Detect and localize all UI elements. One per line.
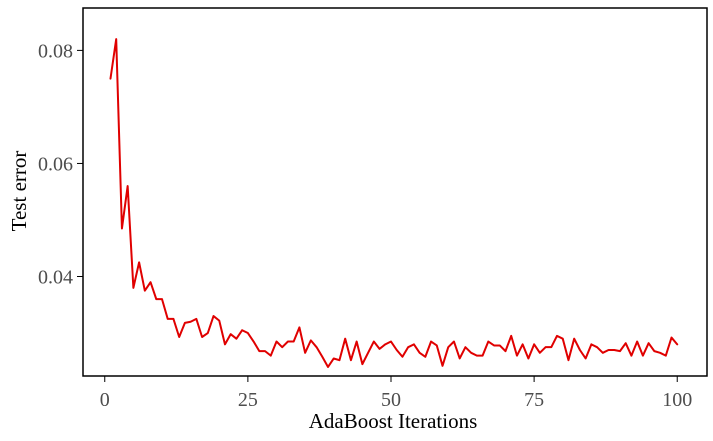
x-tick-label: 100 bbox=[662, 389, 692, 411]
x-axis: 0 25 50 75 100 bbox=[100, 376, 692, 411]
test-error-line bbox=[109, 38, 679, 368]
x-tick-label: 25 bbox=[238, 389, 258, 411]
x-tick-label: 50 bbox=[381, 389, 401, 411]
y-tick-label: 0.04 bbox=[38, 267, 73, 289]
x-tick-label: 0 bbox=[100, 389, 110, 411]
x-axis-title: AdaBoost Iterations bbox=[309, 409, 478, 433]
y-axis: 0.04 0.06 0.08 bbox=[38, 40, 83, 289]
y-tick-label: 0.08 bbox=[38, 40, 73, 62]
plot-frame bbox=[82, 7, 708, 377]
x-tick-label: 75 bbox=[524, 389, 544, 411]
y-axis-title: Test error bbox=[7, 151, 31, 232]
y-tick-label: 0.06 bbox=[38, 153, 73, 175]
